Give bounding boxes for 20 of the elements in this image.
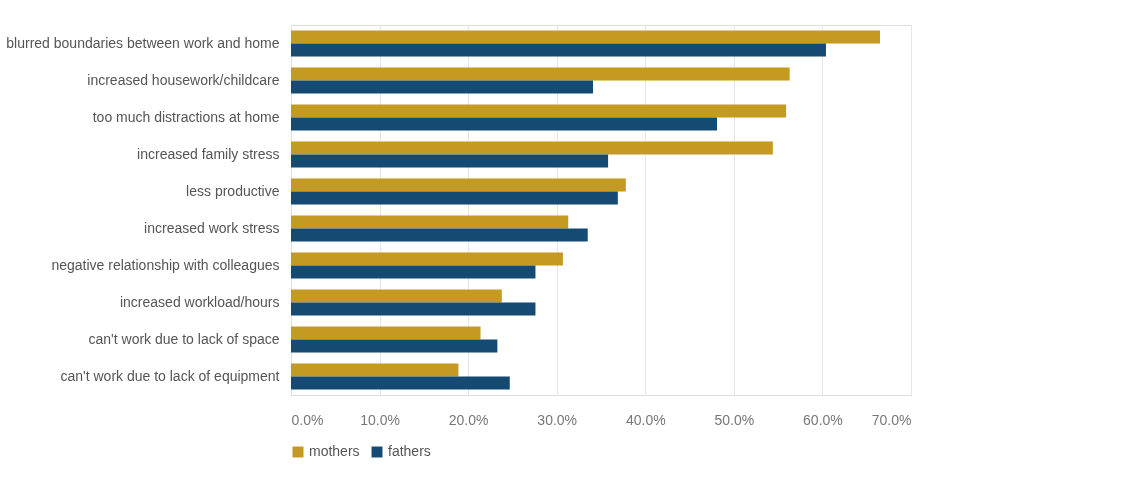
x-tick-label: 50.0% bbox=[714, 411, 755, 428]
x-tick-label: 10.0% bbox=[360, 411, 400, 428]
y-tick-label: too much distractions at home bbox=[92, 108, 280, 125]
x-tick-label: 0.0% bbox=[291, 411, 324, 428]
y-tick-label: less productive bbox=[186, 182, 280, 199]
y-tick-label: can't work due to lack of equipment bbox=[60, 367, 280, 384]
legend-label: fathers bbox=[388, 443, 431, 459]
x-tick-label: 20.0% bbox=[448, 411, 489, 428]
y-tick-label: increased housework/childcare bbox=[87, 71, 280, 88]
y-tick-label: increased family stress bbox=[137, 145, 280, 162]
x-tick-label: 40.0% bbox=[625, 411, 666, 428]
x-tick-label: 30.0% bbox=[537, 411, 578, 428]
y-tick-label: can't work due to lack of space bbox=[88, 330, 280, 347]
y-tick-label: blurred boundaries between work and home bbox=[6, 34, 280, 51]
x-tick-label: 60.0% bbox=[803, 411, 843, 428]
y-tick-label: increased workload/hours bbox=[119, 293, 280, 310]
y-tick-label: negative relationship with colleagues bbox=[51, 256, 280, 273]
y-tick-label: increased work stress bbox=[144, 219, 280, 236]
legend-label: mothers bbox=[309, 443, 360, 459]
x-tick-label: 70.0% bbox=[871, 411, 912, 428]
